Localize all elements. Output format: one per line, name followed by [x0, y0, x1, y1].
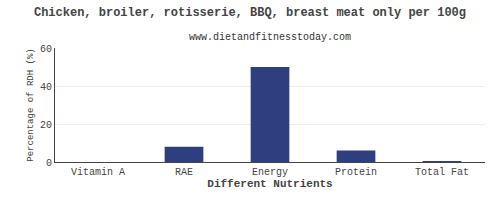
svg-text:Percentage of RDH (%): Percentage of RDH (%)	[26, 48, 36, 161]
svg-text:RAE: RAE	[175, 167, 193, 178]
svg-text:Chicken, broiler, rotisserie,: Chicken, broiler, rotisserie, BBQ, breas…	[34, 6, 466, 20]
svg-text:0: 0	[46, 158, 52, 169]
svg-text:20: 20	[40, 120, 52, 131]
svg-text:Different Nutrients: Different Nutrients	[207, 178, 332, 190]
svg-text:40: 40	[40, 82, 52, 93]
svg-text:Total Fat: Total Fat	[415, 167, 469, 178]
svg-text:Protein: Protein	[335, 167, 377, 178]
svg-text:Energy: Energy	[252, 167, 288, 178]
svg-text:Vitamin A: Vitamin A	[71, 167, 125, 178]
svg-text:www.dietandfitnesstoday.com: www.dietandfitnesstoday.com	[189, 32, 351, 43]
svg-text:60: 60	[40, 44, 52, 55]
